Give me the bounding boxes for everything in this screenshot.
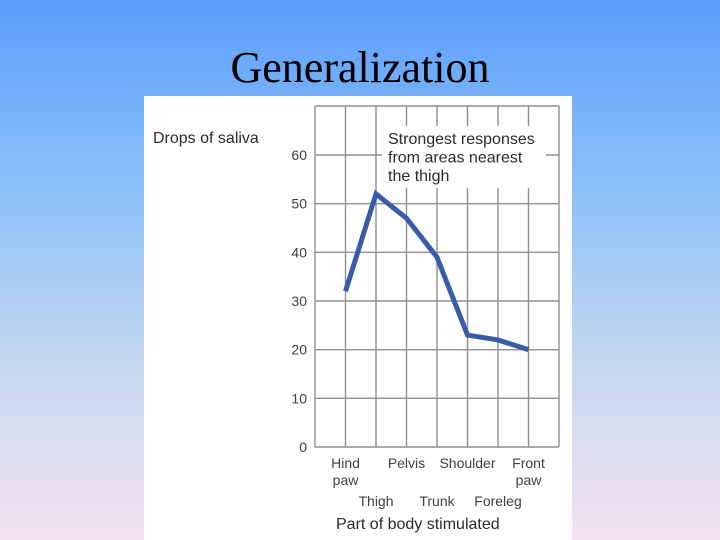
y-tick-label: 10 — [291, 390, 307, 406]
annotation-text: Strongest responses — [388, 131, 535, 148]
y-tick-label: 50 — [291, 196, 307, 212]
series-line-group — [343, 189, 530, 353]
x-category-label: Thigh — [358, 493, 393, 509]
x-category-label: Trunk — [419, 493, 455, 509]
y-axis-label: Drops of saliva — [153, 130, 259, 147]
annotation-background — [382, 126, 546, 188]
x-category-label: paw — [333, 472, 360, 488]
x-category-label: Shoulder — [439, 455, 495, 471]
slide-title: Generalization — [230, 43, 490, 92]
y-tick-label: 0 — [299, 439, 307, 455]
y-tick-label: 40 — [291, 244, 307, 260]
x-category-label: Front — [512, 455, 545, 471]
y-tick-label: 20 — [291, 342, 307, 358]
annotation: Strongest responses from areas nearestthe… — [382, 126, 546, 188]
y-tick-label: 30 — [291, 293, 307, 309]
x-category-label: paw — [516, 472, 543, 488]
x-category-label: Foreleg — [474, 493, 521, 509]
x-axis-label: Part of body stimulated — [336, 516, 500, 533]
y-tick-label: 60 — [291, 147, 307, 163]
annotation-text: the thigh — [388, 168, 449, 185]
x-category-label: Hind — [331, 455, 360, 471]
y-tick-labels: 0 10 20 30 40 50 60 — [291, 147, 307, 455]
chart-panel: 0 10 20 30 40 50 60 Hind paw Thigh Pelvis Trunk Sho… — [144, 96, 572, 540]
x-category-labels: HindpawThighPelvisTrunkShoulderForelegFr… — [331, 455, 545, 509]
annotation-text: from areas nearest — [388, 150, 523, 167]
x-category-label: Pelvis — [388, 455, 425, 471]
